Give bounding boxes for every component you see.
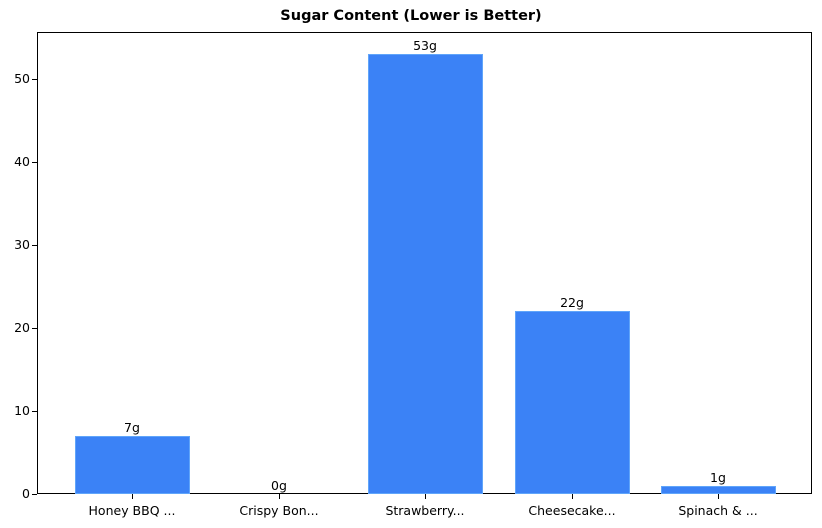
y-tick-label: 40 xyxy=(14,153,30,169)
y-tick xyxy=(32,494,37,495)
bar-value-label: 7g xyxy=(124,419,140,435)
x-tick xyxy=(718,494,719,499)
y-tick xyxy=(32,78,37,80)
x-tick xyxy=(572,494,573,499)
chart-title: Sugar Content (Lower is Better) xyxy=(280,8,542,24)
y-tick-label: 10 xyxy=(14,402,30,418)
y-tick-label: 0 xyxy=(22,486,30,501)
x-tick xyxy=(425,494,426,499)
y-tick-label: 20 xyxy=(14,319,30,335)
y-tick xyxy=(32,244,37,246)
y-tick xyxy=(32,161,37,163)
y-tick xyxy=(32,327,37,329)
bar xyxy=(367,54,483,494)
y-tick xyxy=(32,410,37,412)
bar-value-label: 1g xyxy=(710,469,726,485)
bar-value-label: 0g xyxy=(271,478,287,493)
bar xyxy=(74,435,190,494)
x-tick-label: Strawberry... xyxy=(385,503,465,518)
bar xyxy=(660,485,776,494)
bar-value-label: 22g xyxy=(560,295,584,311)
x-tick-label: Crispy Bon... xyxy=(239,503,319,518)
x-tick-label: Cheesecake... xyxy=(528,503,616,518)
x-tick-label: Spinach & ... xyxy=(678,503,758,518)
bar-value-label: 53g xyxy=(413,38,437,53)
x-tick xyxy=(132,494,133,499)
y-tick-label: 30 xyxy=(14,236,30,252)
x-tick-label: Honey BBQ ... xyxy=(88,503,176,518)
bar xyxy=(514,311,630,494)
x-tick xyxy=(279,494,280,499)
y-tick-label: 50 xyxy=(14,70,30,86)
